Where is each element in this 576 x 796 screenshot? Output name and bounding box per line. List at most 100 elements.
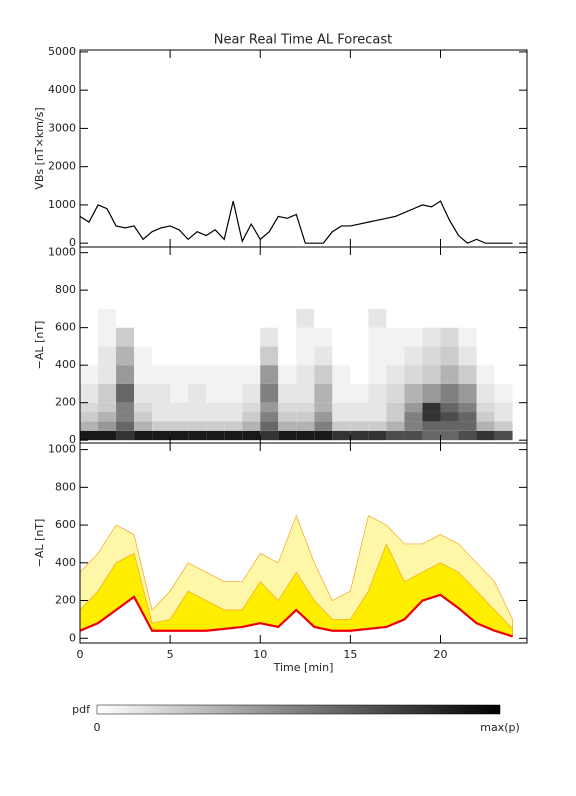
chart-title: Near Real Time AL Forecast [214,33,393,48]
heat-cell [206,383,225,403]
heat-cell [278,412,297,422]
heat-cell [278,430,297,441]
heat-cell [296,402,315,413]
heat-cell [98,327,117,347]
x-tick-label: 10 [253,648,267,661]
heat-cell [260,412,279,422]
heat-cell [404,327,423,347]
heat-cell [350,412,369,422]
heat-cell [170,383,189,403]
heat-cell [80,412,99,422]
y-tick-label: 800 [55,283,76,296]
heat-cell [152,430,171,441]
heat-cell [224,421,243,431]
heat-cell [494,365,513,384]
heat-cell [440,430,459,441]
heat-cell [368,430,387,441]
heat-cell [98,346,117,366]
heat-cell [404,430,423,441]
heat-cell [242,402,261,413]
plot-area [80,514,513,638]
heat-cell [368,365,387,384]
heat-cell [404,421,423,431]
heat-cell [422,365,441,384]
heat-cell [134,327,153,347]
heat-cell [440,346,459,366]
heat-cell [350,327,369,347]
heat-cell [242,308,261,328]
heat-cell [188,327,207,347]
colorbar-min: 0 [94,721,101,734]
heat-cell [260,430,279,441]
heat-cell [188,346,207,366]
heat-cell [440,383,459,403]
heat-cell [440,402,459,413]
heat-cell [458,402,477,413]
heat-cell [404,383,423,403]
heat-cell [422,402,441,413]
heat-cell [242,346,261,366]
heat-cell [278,346,297,366]
heat-cell [314,430,333,441]
heat-cell [368,308,387,328]
heat-cell [476,402,495,413]
heat-cell [170,308,189,328]
y-tick-label: 400 [55,556,76,569]
heat-cell [242,430,261,441]
heat-cell [224,402,243,413]
heat-cell [278,383,297,403]
heat-cell [440,421,459,431]
heat-cell [134,421,153,431]
heat-cell [368,412,387,422]
heat-cell [170,402,189,413]
heat-cell [296,346,315,366]
heat-cell [350,383,369,403]
y-axis-label: −AL [nT] [33,519,46,568]
heat-cell [116,383,135,403]
y-tick-label: 600 [55,518,76,531]
heat-cell [386,327,405,347]
heat-cell [494,412,513,422]
heat-cell [440,327,459,347]
heat-cell [296,383,315,403]
heat-cell [368,346,387,366]
heat-cell [332,412,351,422]
heat-cell [476,430,495,441]
heat-cell [206,402,225,413]
heat-cell [368,402,387,413]
heat-cell [422,383,441,403]
heat-cell [170,346,189,366]
heat-cell [458,308,477,328]
heat-cell [278,327,297,347]
heat-cell [458,346,477,366]
heat-cell [494,430,513,441]
heat-cell [260,402,279,413]
heat-cell [242,421,261,431]
heat-cell [116,327,135,347]
heat-cell [314,412,333,422]
heat-cell [476,327,495,347]
heat-cell [296,327,315,347]
heat-cell [332,430,351,441]
x-axis-label: Time [min] [273,661,334,674]
heat-cell [206,412,225,422]
heat-cell [386,430,405,441]
heat-cell [296,430,315,441]
y-tick-label: 1000 [48,198,76,211]
heat-cell [476,346,495,366]
heat-cell [170,365,189,384]
heat-cell [350,402,369,413]
heat-cell [314,327,333,347]
heat-cell [80,346,99,366]
heat-cell [386,412,405,422]
heat-cell [314,421,333,431]
heat-cell [476,412,495,422]
heat-cell [206,421,225,431]
heat-cell [206,346,225,366]
heat-cell [332,402,351,413]
y-tick-label: 200 [55,594,76,607]
heat-cell [386,346,405,366]
heat-cell [116,412,135,422]
heat-cell [296,421,315,431]
heat-cell [188,430,207,441]
